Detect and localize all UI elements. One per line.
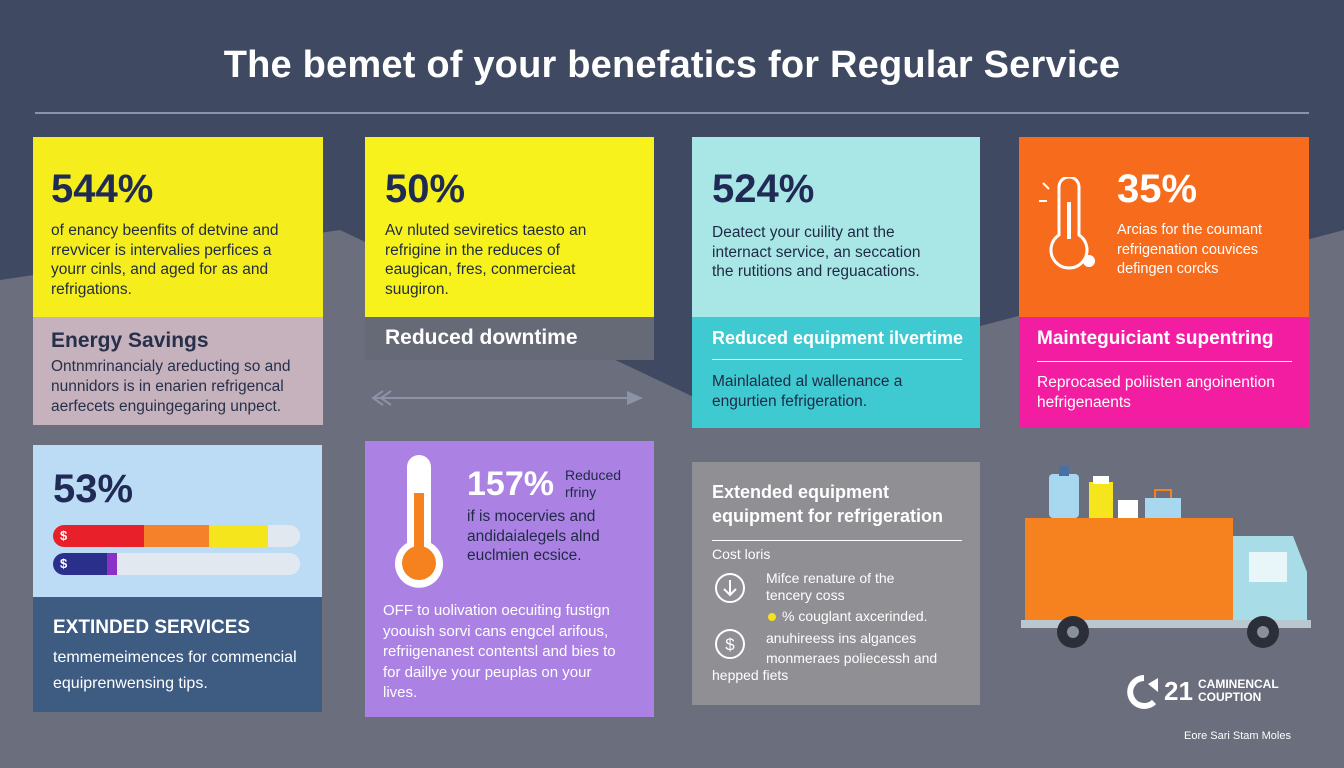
costs-item-3: anuhireess ins algances monmeraes poliec… bbox=[766, 630, 938, 666]
reduced-card: 157% Reduced rfriny if is mocervies and … bbox=[365, 441, 654, 717]
costs-title: Extended equipment equipment for refrige… bbox=[712, 482, 944, 526]
maintenance-stat-card: 35% Arcias for the coumant refrigenation… bbox=[1019, 137, 1309, 317]
maintenance-stat: 35% bbox=[1117, 167, 1198, 211]
cost-bar-2-segment bbox=[107, 553, 118, 575]
maintenance-band-title: Mainteguiciant supentring bbox=[1037, 328, 1274, 349]
energy-stat-card: 544% of enancy beenfits of detvine and r… bbox=[33, 137, 323, 317]
extended-band-text: temmemeimences for commencial equiprenwe… bbox=[53, 649, 297, 692]
cost-bar-1-segment bbox=[144, 525, 209, 547]
costs-card: Extended equipment equipment for refrige… bbox=[692, 462, 980, 705]
delivery-truck-icon bbox=[1021, 466, 1311, 648]
maintenance-band-divider bbox=[1037, 361, 1292, 362]
maintenance-band: Mainteguiciant supentring Reprocased pol… bbox=[1019, 317, 1309, 428]
equipment-band-text: Mainlalated al wallenance a engurtien fe… bbox=[712, 373, 903, 410]
company-logo-icon bbox=[1127, 675, 1158, 709]
svg-text:$: $ bbox=[725, 635, 735, 654]
costs-divider bbox=[712, 540, 962, 541]
downtime-band-title: Reduced downtime bbox=[385, 326, 578, 349]
equipment-stat: 524% bbox=[712, 167, 815, 211]
thermometer-icon bbox=[1039, 177, 1095, 270]
energy-band: Energy Savings Ontnmrinancialy areductin… bbox=[33, 317, 323, 425]
equipment-band: Reduced equipment ilvertime Mainlalated … bbox=[692, 317, 980, 428]
equipment-body: Deatect your cuility ant the internact s… bbox=[712, 224, 921, 280]
yellow-dot-icon bbox=[768, 613, 776, 621]
maintenance-body: Arcias for the coumant refrigenation cou… bbox=[1117, 222, 1263, 277]
extended-stat: 53% bbox=[53, 467, 134, 511]
maintenance-band-text: Reprocased poliisten angoinention hefrig… bbox=[1037, 374, 1275, 411]
equipment-stat-card: 524% Deatect your cuility ant the intern… bbox=[692, 137, 980, 317]
thermometer-icon bbox=[395, 455, 443, 588]
logo-mark: 21 bbox=[1164, 676, 1193, 706]
costs-item-2: % couglant axcerinded. bbox=[782, 608, 928, 624]
downtime-body: Av nluted seviretics taesto an refrigine… bbox=[385, 222, 587, 298]
extended-band-title: EXTINDED SERVICES bbox=[53, 617, 251, 638]
cost-bar-2: $ bbox=[53, 553, 300, 575]
cost-bar-1-label: $ bbox=[60, 528, 68, 543]
cost-bar-2-segment bbox=[53, 553, 108, 575]
downtime-band: Reduced downtime bbox=[365, 317, 654, 360]
energy-body: of enancy beenfits of detvine and rrevvi… bbox=[51, 222, 279, 298]
title-divider bbox=[35, 112, 1309, 114]
cost-bar-1-segment bbox=[53, 525, 145, 547]
cost-bar-2-segment bbox=[117, 553, 300, 575]
cost-bar-2-label: $ bbox=[60, 556, 68, 571]
cost-bar-1-segment bbox=[208, 525, 268, 547]
down-arrow-circle-icon bbox=[715, 573, 745, 603]
downtime-stat: 50% bbox=[385, 167, 466, 211]
cost-bar-1-segment bbox=[267, 525, 300, 547]
dollar-circle-icon: $ bbox=[715, 629, 745, 659]
reduced-footer: OFF to uolivation oecuiting fustign yoou… bbox=[383, 602, 616, 701]
reduced-body: if is mocervies and andidaialegels alnd … bbox=[467, 508, 600, 564]
cost-bar-1: $ bbox=[53, 525, 300, 547]
costs-item-1: Mifce renature of the tencery coss bbox=[766, 570, 895, 603]
reduced-stat-label: Reduced rfriny bbox=[565, 467, 622, 500]
equipment-band-divider bbox=[712, 359, 962, 360]
downtime-stat-card: 50% Av nluted seviretics taesto an refri… bbox=[365, 137, 654, 317]
costs-footer: hepped fiets bbox=[712, 667, 789, 683]
reduced-stat: 157% bbox=[467, 465, 554, 503]
energy-band-text: Ontnmrinancialy areducting so and nunnid… bbox=[51, 358, 291, 415]
extended-stat-card: 53% $ $ bbox=[33, 445, 322, 597]
extended-band: EXTINDED SERVICES temmemeimences for com… bbox=[33, 597, 322, 712]
energy-band-title: Energy Savings bbox=[51, 329, 209, 352]
energy-stat: 544% bbox=[51, 167, 154, 211]
footer-credit: Eore Sari Stam Moles bbox=[1184, 730, 1291, 742]
logo-text: CAMINENCAL COUPTION bbox=[1198, 677, 1279, 704]
costs-subtitle: Cost loris bbox=[712, 546, 771, 562]
page-title: The bemet of your benefatics for Regular… bbox=[223, 44, 1121, 86]
equipment-band-title: Reduced equipment ilvertime bbox=[712, 328, 964, 348]
double-arrow-icon bbox=[371, 390, 643, 406]
